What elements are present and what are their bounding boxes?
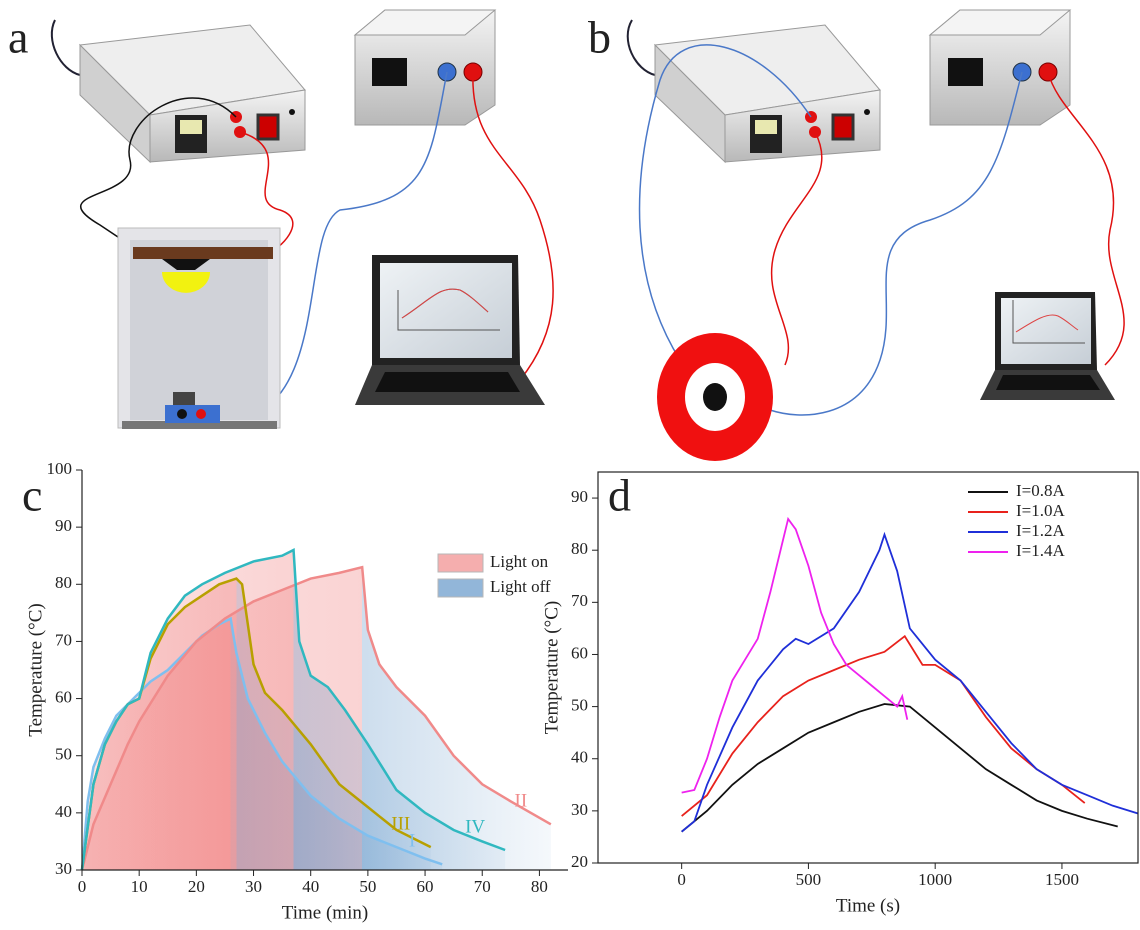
- x-tick-label: 30: [245, 877, 262, 896]
- x-axis-title: Time (s): [836, 895, 900, 916]
- legend-swatch: [437, 578, 484, 598]
- series-label: I: [409, 831, 415, 852]
- y-tick-label: 30: [55, 859, 72, 878]
- y-tick-label: 30: [571, 800, 588, 819]
- series-label: IV: [465, 816, 485, 837]
- legend-label: Light off: [490, 577, 551, 596]
- diagram-a: a: [8, 9, 554, 429]
- x-tick-label: 20: [188, 877, 205, 896]
- y-tick-label: 80: [571, 539, 588, 558]
- line: [80, 565, 552, 871]
- legend-label: I=0.8A: [1016, 481, 1065, 500]
- x-tick-label: 1000: [918, 870, 952, 889]
- y-tick-label: 40: [55, 802, 72, 821]
- x-tick-label: 1500: [1045, 870, 1079, 889]
- y-axis-title: Temperature (°C): [25, 603, 46, 736]
- x-tick-label: 0: [78, 877, 87, 896]
- panel-label: a: [8, 12, 28, 63]
- legend-label: I=1.0A: [1016, 501, 1065, 520]
- plot: [681, 516, 1139, 833]
- area: [82, 550, 506, 870]
- x-tick-label: 40: [302, 877, 319, 896]
- y-tick-label: 90: [55, 516, 72, 535]
- y-tick-label: 80: [55, 573, 72, 592]
- line: [681, 531, 1139, 833]
- plot: [80, 548, 552, 871]
- x-axis-title: Time (min): [282, 902, 368, 923]
- y-axis-title: Temperature (°C): [541, 601, 562, 734]
- panel-label: c: [22, 470, 42, 521]
- diagram-b: b: [588, 9, 1125, 461]
- line: [681, 516, 909, 794]
- y-tick-label: 70: [571, 591, 588, 610]
- y-tick-label: 100: [47, 459, 73, 478]
- x-tick-label: 60: [417, 877, 434, 896]
- plot-frame: [597, 471, 1139, 864]
- line: [80, 548, 506, 871]
- line: [681, 634, 1086, 817]
- panel-label: b: [588, 12, 611, 63]
- y-tick-label: 50: [55, 745, 72, 764]
- y-tick-label: 90: [571, 487, 588, 506]
- legend-swatch: [437, 553, 484, 573]
- legend-label: Light on: [490, 552, 549, 571]
- panel-label: d: [608, 470, 631, 521]
- y-tick-label: 20: [571, 852, 588, 871]
- y-tick-label: 60: [571, 643, 588, 662]
- y-tick-label: 70: [55, 630, 72, 649]
- legend-label: I=1.4A: [1016, 541, 1065, 560]
- x-tick-label: 50: [359, 877, 376, 896]
- line: [681, 703, 1118, 833]
- y-tick-label: 50: [571, 696, 588, 715]
- y-tick-label: 60: [55, 687, 72, 706]
- x-tick-label: 0: [677, 870, 686, 889]
- x-tick-label: 500: [796, 870, 822, 889]
- x-tick-label: 80: [531, 877, 548, 896]
- y-tick-label: 40: [571, 748, 588, 767]
- x-tick-label: 70: [474, 877, 491, 896]
- legend-label: I=1.2A: [1016, 521, 1065, 540]
- x-tick-label: 10: [131, 877, 148, 896]
- series-label: III: [391, 814, 410, 835]
- series-label: II: [515, 791, 528, 812]
